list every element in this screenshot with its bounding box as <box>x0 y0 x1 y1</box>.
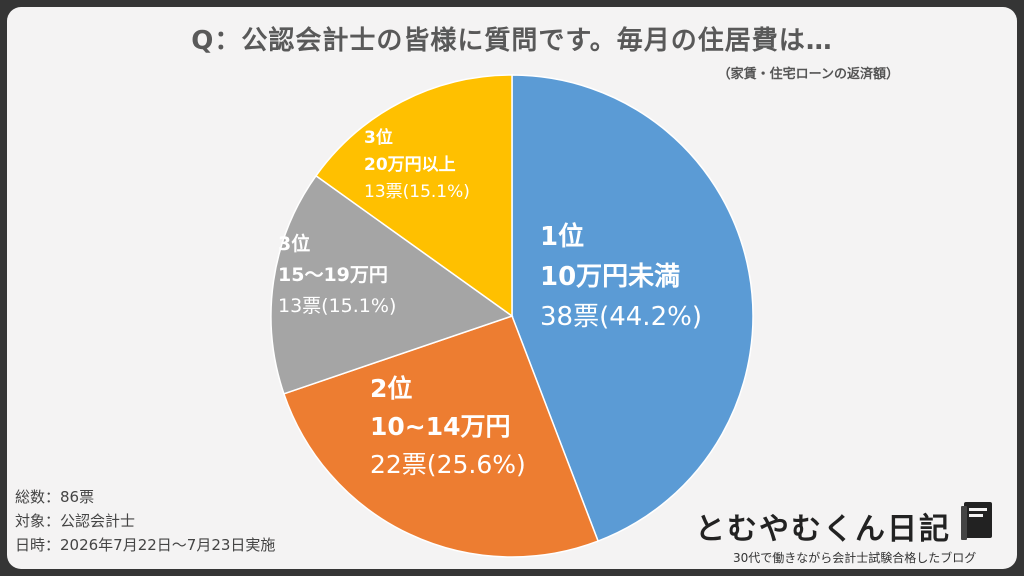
slice-label-value-2: 22票(25.6%) <box>370 450 526 479</box>
slice-label-rank-1: 1位 <box>540 221 584 252</box>
chart-panel: Q：公認会計士の皆様に質問です。毎月の住居費は… （家賃・住宅ローンの返済額） … <box>7 7 1017 569</box>
slice-label-category-1: 10万円未満 <box>540 262 680 292</box>
slice-label-category-2: 10~14万円 <box>370 412 511 441</box>
slice-label-value-4: 13票(15.1%) <box>364 182 470 202</box>
slice-label-rank-3: 3位 <box>278 232 310 255</box>
slice-label-value-3: 13票(15.1%) <box>278 295 396 317</box>
pie-slice-2 <box>282 315 600 558</box>
chart-subtitle: （家賃・住宅ローンの返済額） <box>717 67 899 82</box>
book-icon <box>961 502 992 540</box>
brand-tagline: 30代で働きながら会計士試験合格したブログ <box>733 551 977 565</box>
slice-label-value-1: 38票(44.2%) <box>540 302 702 332</box>
survey-total: 総数：86票 <box>15 488 95 506</box>
brand-name: とむやむくん日記 <box>695 512 951 547</box>
slice-label-rank-4: 3位 <box>364 127 393 148</box>
pie-chart: 1位 10万円未満 38票(44.2%) 2位 10~14万円 22票(25.6%) 3位 1… <box>270 74 754 558</box>
pie-slice-3 <box>270 174 514 395</box>
slice-label-rank-2: 2位 <box>370 374 412 403</box>
slice-label-category-3: 15～19万円 <box>278 264 388 286</box>
slice-label-category-4: 20万円以上 <box>364 155 456 175</box>
chart-title: Q：公認会計士の皆様に質問です。毎月の住居費は… <box>191 26 833 56</box>
survey-info: 総数：86票 対象：公認会計士 日時：2026年7月22日～7月23日実施 <box>15 485 275 557</box>
pie-slice-1 <box>511 74 754 543</box>
survey-target: 対象：公認会計士 <box>15 512 136 530</box>
brand-logo: とむやむくん日記 30代で働きながら会計士試験合格したブログ <box>695 502 1005 566</box>
pie-slice-4 <box>314 74 513 318</box>
survey-date: 日時：2026年7月22日～7月23日実施 <box>15 536 276 554</box>
